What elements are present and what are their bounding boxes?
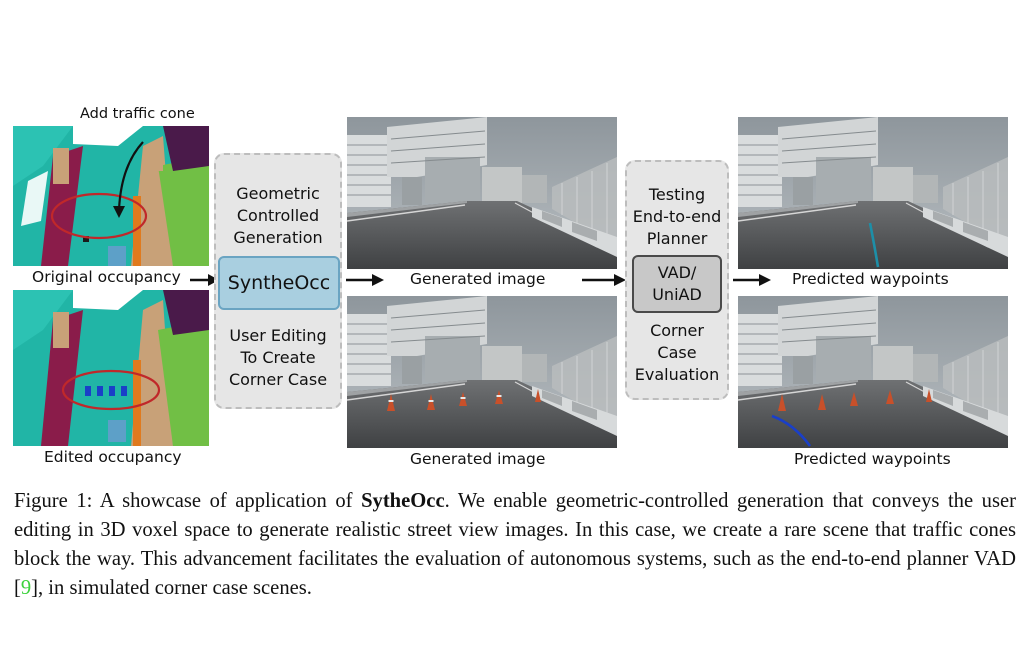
edited-occupancy-image	[13, 290, 209, 446]
synthe-occ-block: SyntheOcc	[218, 256, 340, 310]
arrow-to-planner	[582, 274, 626, 286]
box2-line2: End-to-end	[632, 207, 722, 226]
label-pred-bottom: Predicted waypoints	[794, 450, 951, 468]
label-generated-bottom: Generated image	[410, 450, 546, 468]
box1-line2: Controlled	[236, 206, 320, 225]
label-original-occupancy: Original occupancy	[32, 268, 181, 286]
waypoint-trajectory-top	[868, 222, 880, 268]
predicted-image-bottom	[738, 296, 1008, 448]
generated-image-top	[347, 117, 617, 269]
original-occupancy-image	[13, 126, 209, 266]
uniad-label: UniAD	[652, 285, 702, 304]
citation-link[interactable]: 9	[20, 577, 32, 599]
caption-body: . We enable geometric-controlled generat…	[14, 490, 1016, 599]
figure-caption: Figure 1: A showcase of application of S…	[14, 487, 1016, 603]
vad-label: VAD/	[657, 263, 697, 282]
arrow-to-generated	[346, 274, 384, 286]
generated-image-bottom	[347, 296, 617, 448]
vad-uniad-block: VAD/ UniAD	[632, 255, 722, 313]
box1-line1: Geometric	[236, 184, 320, 203]
predicted-image-top	[738, 117, 1008, 269]
box1-line5: To Create	[240, 348, 316, 367]
box1-line4: User Editing	[229, 326, 327, 345]
arrow-to-predicted	[733, 274, 771, 286]
box2-line5: Case	[657, 343, 697, 362]
box2-line6: Evaluation	[634, 365, 720, 384]
label-pred-top: Predicted waypoints	[792, 270, 949, 288]
label-edited-occupancy: Edited occupancy	[44, 448, 182, 466]
box2-line1: Testing	[648, 185, 706, 204]
arrow-to-synthe	[190, 274, 219, 286]
box1-line6: Corner Case	[228, 370, 328, 389]
caption-suffix: ], in simulated corner case scenes.	[31, 577, 312, 599]
caption-method-name: SytheOcc	[361, 490, 445, 512]
box1-line3: Generation	[233, 228, 323, 247]
caption-prefix: Figure 1: A showcase of application of	[14, 490, 362, 512]
label-generated-top: Generated image	[410, 270, 546, 288]
box2-line3: Planner	[646, 229, 708, 248]
waypoint-trajectory-bottom	[771, 414, 812, 447]
annotation-add-cone: Add traffic cone	[80, 106, 195, 122]
box2-line4: Corner	[650, 321, 704, 340]
